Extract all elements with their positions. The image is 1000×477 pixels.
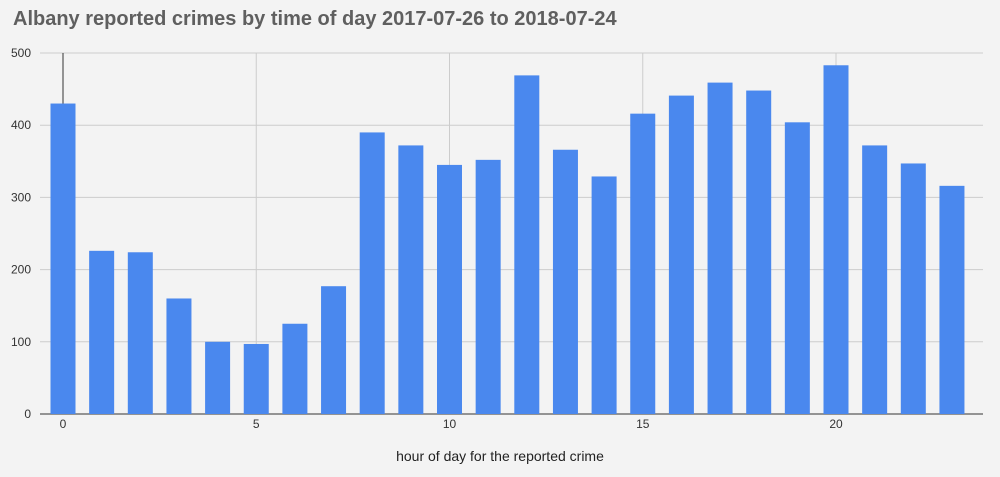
bar-hour-6 xyxy=(282,323,308,414)
chart-title: Albany reported crimes by time of day 20… xyxy=(13,8,617,30)
bar-hour-20 xyxy=(823,65,849,415)
y-tick-label: 200 xyxy=(11,263,31,277)
bar-hour-13 xyxy=(552,149,578,415)
bar-hour-7 xyxy=(321,286,347,414)
y-tick-label: 100 xyxy=(11,335,31,349)
bar-hour-10 xyxy=(437,164,462,414)
bar-hour-21 xyxy=(862,145,888,414)
bar-hour-14 xyxy=(591,176,617,414)
y-tick-label: 0 xyxy=(24,407,31,421)
bar-hour-4 xyxy=(205,341,231,414)
bar-hour-0 xyxy=(50,103,76,414)
x-tick-label: 5 xyxy=(253,417,260,431)
bar-hour-15 xyxy=(630,113,656,414)
bar-hour-2 xyxy=(127,252,153,414)
bar-hour-19 xyxy=(784,122,810,414)
y-tick-label: 500 xyxy=(11,46,31,60)
x-tick-label: 10 xyxy=(443,417,457,431)
bar-hour-9 xyxy=(398,145,424,414)
bar-hour-5 xyxy=(243,343,269,414)
bar-hour-11 xyxy=(475,159,501,414)
y-tick-label: 400 xyxy=(11,118,31,132)
bar-hour-23 xyxy=(939,185,965,414)
x-tick-label: 20 xyxy=(829,417,843,431)
bar-hour-8 xyxy=(359,132,385,415)
y-tick-label: 300 xyxy=(11,190,31,204)
bar-hour-16 xyxy=(668,95,694,415)
bar-hour-22 xyxy=(900,163,926,414)
bar-hour-1 xyxy=(89,250,115,414)
bar-hour-17 xyxy=(707,82,733,415)
bar-hour-18 xyxy=(746,90,772,414)
x-tick-label: 0 xyxy=(60,417,67,431)
bar-hour-3 xyxy=(166,298,192,414)
bar-hour-12 xyxy=(514,75,540,414)
x-tick-label: 15 xyxy=(636,417,650,431)
x-axis-label: hour of day for the reported crime xyxy=(396,448,604,464)
